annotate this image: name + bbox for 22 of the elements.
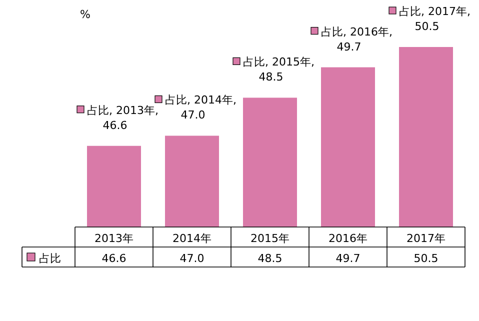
annotation: 占比, 2014年, <box>165 94 236 107</box>
text: 49.7 <box>336 40 362 54</box>
x-tick-label: 2014年 <box>172 232 212 245</box>
x-tick-label: 2015年 <box>250 232 290 245</box>
annotation: 占比, 2015年, <box>243 56 314 69</box>
data-label: 47.0 <box>180 252 204 265</box>
y-axis-title: % <box>80 8 90 21</box>
x-tick-label: 2013年 <box>94 232 134 245</box>
annotation: 占比, 2013年, <box>87 104 158 117</box>
text: 48.5 <box>258 70 284 84</box>
annotation: 占比, 2017年, <box>399 5 470 18</box>
text: 50.5 <box>414 20 440 33</box>
data-label: 50.5 <box>414 252 438 265</box>
text: 47.0 <box>180 108 206 122</box>
x-tick-label: 2017年 <box>406 232 446 245</box>
legend-label: 占比 <box>39 252 61 265</box>
data-label: 49.7 <box>336 252 360 265</box>
annotation: 占比, 2016年, <box>321 25 392 38</box>
data-label: 48.5 <box>258 252 282 265</box>
x-tick-label: 2016年 <box>328 232 368 245</box>
data-label: 46.6 <box>102 252 126 265</box>
text: 46.6 <box>102 118 128 132</box>
